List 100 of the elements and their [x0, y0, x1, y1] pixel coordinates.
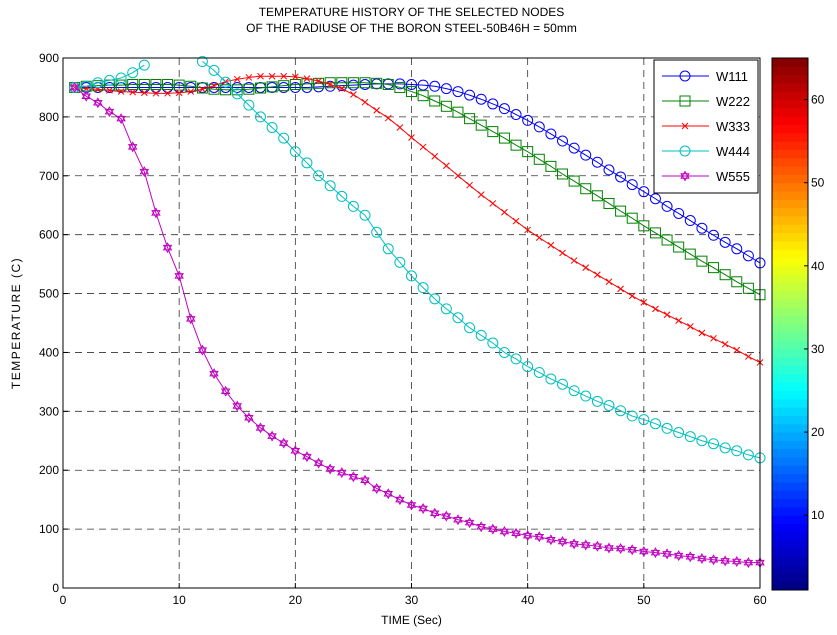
x-tick-label: 10: [172, 593, 186, 607]
point: [105, 106, 114, 117]
point: [754, 257, 766, 268]
point: [140, 166, 149, 177]
point: [454, 514, 462, 525]
x-tick-label: 40: [520, 593, 535, 607]
point: [603, 198, 614, 209]
point: [720, 442, 731, 454]
point: [466, 182, 474, 189]
point: [301, 82, 312, 93]
point: [557, 136, 568, 147]
point: [127, 82, 138, 93]
point: [568, 142, 580, 154]
point: [744, 558, 753, 568]
y-tick-label: 900: [38, 51, 60, 65]
point: [639, 546, 648, 556]
point: [301, 157, 312, 168]
point: [592, 396, 603, 407]
point: [336, 80, 348, 92]
point: [720, 556, 730, 566]
point: [128, 142, 138, 152]
point: [452, 312, 464, 324]
point: [731, 243, 742, 254]
point: [698, 330, 706, 337]
point: [708, 438, 720, 450]
point: [628, 292, 636, 300]
point: [558, 536, 567, 546]
point: [138, 60, 150, 71]
y-tick-label: 800: [38, 110, 60, 124]
point: [628, 544, 637, 555]
point: [337, 468, 346, 478]
point: [348, 200, 359, 212]
point: [164, 90, 172, 97]
x-axis-title: TIME (Sec): [381, 613, 442, 627]
color-bar-label: 50: [811, 176, 825, 190]
color-bar-label: 40: [811, 258, 825, 273]
point: [384, 488, 393, 499]
legend-label: W444: [716, 144, 750, 159]
point: [710, 334, 718, 342]
point: [372, 483, 382, 494]
x-tick-label: 20: [288, 593, 302, 607]
point: [313, 78, 324, 89]
point: [464, 90, 476, 101]
point: [394, 256, 406, 268]
point: [650, 418, 661, 430]
point: [127, 79, 138, 90]
x-tick-label: 30: [404, 593, 418, 607]
color-bar-label: 60: [811, 92, 825, 107]
point: [92, 77, 104, 88]
point: [650, 193, 661, 204]
point: [268, 72, 276, 80]
point: [568, 385, 580, 396]
point: [290, 146, 301, 158]
point: [488, 524, 498, 534]
point: [360, 475, 370, 486]
point: [464, 113, 476, 124]
point: [292, 73, 299, 80]
point: [431, 152, 438, 160]
point: [290, 82, 301, 93]
point: [709, 554, 718, 565]
point: [617, 285, 624, 292]
point: [684, 215, 696, 226]
point: [652, 305, 659, 312]
point: [382, 243, 394, 254]
point: [220, 76, 232, 88]
point: [742, 449, 754, 460]
point: [384, 114, 392, 122]
point: [616, 544, 625, 554]
point: [524, 226, 532, 234]
y-tick-label: 700: [38, 168, 60, 183]
point: [303, 75, 310, 82]
point: [429, 95, 440, 106]
point: [464, 322, 476, 334]
y-tick-label: 200: [38, 463, 60, 478]
point: [534, 154, 545, 165]
point: [127, 67, 138, 78]
point: [278, 132, 290, 144]
point: [440, 100, 452, 112]
point: [176, 89, 183, 96]
point: [626, 212, 638, 224]
point: [500, 526, 509, 536]
point: [440, 303, 452, 314]
point: [395, 494, 404, 505]
point: [187, 88, 194, 96]
point: [512, 528, 520, 538]
point: [626, 179, 638, 190]
y-tick-label: 100: [38, 522, 60, 536]
point: [487, 338, 498, 349]
point: [280, 72, 288, 80]
color-bar-label: 20: [811, 425, 825, 440]
point: [254, 111, 266, 122]
point: [324, 180, 336, 192]
point: [476, 94, 487, 105]
point: [720, 269, 731, 280]
point: [348, 77, 359, 88]
y-tick-label: 300: [38, 404, 60, 418]
point: [545, 128, 556, 140]
point: [684, 431, 696, 442]
point: [232, 88, 243, 100]
point: [118, 88, 125, 96]
